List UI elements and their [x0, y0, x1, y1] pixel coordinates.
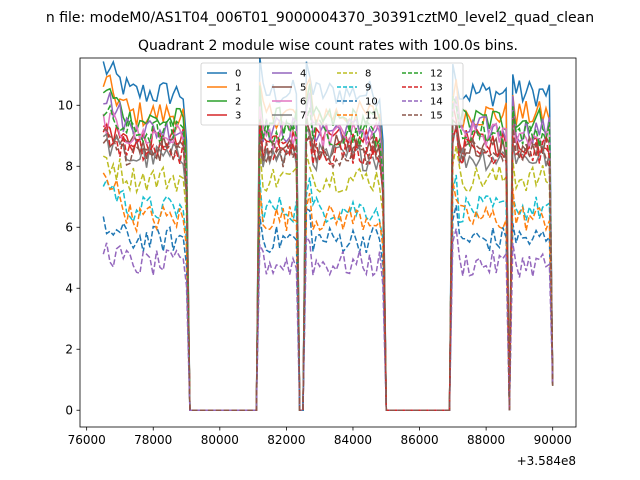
- chart-title: Quadrant 2 module wise count rates with …: [138, 38, 518, 54]
- legend-box: [200, 62, 464, 126]
- y-tick-label: 2: [65, 343, 73, 357]
- legend-label-5: 5: [300, 83, 306, 94]
- legend-label-6: 6: [300, 97, 306, 108]
- series-line-8: [102, 145, 554, 411]
- legend-label-8: 8: [365, 69, 371, 80]
- y-tick-label: 8: [65, 160, 73, 174]
- x-tick-label: 80000: [201, 433, 239, 447]
- series-line-12: [102, 95, 554, 411]
- x-tick-label: 88000: [467, 433, 505, 447]
- y-tick-label: 4: [65, 282, 73, 296]
- series-line-7: [102, 124, 554, 411]
- legend-label-0: 0: [235, 69, 241, 80]
- x-tick-label: 90000: [534, 433, 572, 447]
- series-line-11: [102, 172, 554, 411]
- legend-label-9: 9: [365, 83, 371, 94]
- series-line-10: [102, 205, 554, 411]
- y-tick-label: 0: [65, 404, 73, 418]
- axes-frame: [79, 57, 577, 428]
- legend-label-14: 14: [430, 97, 443, 108]
- legend-label-3: 3: [235, 111, 241, 122]
- legend-label-15: 15: [430, 111, 443, 122]
- chart-suptitle: n file: modeM0/AS1T04_006T01_9000004370_…: [46, 10, 594, 26]
- x-tick-label: 84000: [334, 433, 372, 447]
- legend-label-13: 13: [430, 83, 443, 94]
- y-tick-label: 10: [58, 99, 73, 113]
- legend-label-11: 11: [365, 111, 378, 122]
- y-tick-label: 6: [65, 221, 73, 235]
- series-line-9: [102, 174, 554, 411]
- x-offset-label: +3.584e8: [517, 454, 576, 468]
- series-line-15: [103, 123, 554, 411]
- legend-label-10: 10: [365, 97, 378, 108]
- series-line-13: [102, 121, 554, 411]
- axes: 76000 78000 80000 82000 84000 86000 88000 90000…: [58, 57, 577, 447]
- series-line-14: [102, 228, 554, 411]
- legend-label-4: 4: [300, 69, 306, 80]
- legend-label-7: 7: [300, 111, 306, 122]
- legend-label-1: 1: [235, 83, 241, 94]
- legend-label-12: 12: [430, 69, 443, 80]
- x-tick-label: 86000: [400, 433, 438, 447]
- x-tick-label: 82000: [267, 433, 305, 447]
- legend-label-2: 2: [235, 97, 241, 108]
- x-tick-label: 78000: [134, 433, 172, 447]
- x-tick-label: 76000: [68, 433, 106, 447]
